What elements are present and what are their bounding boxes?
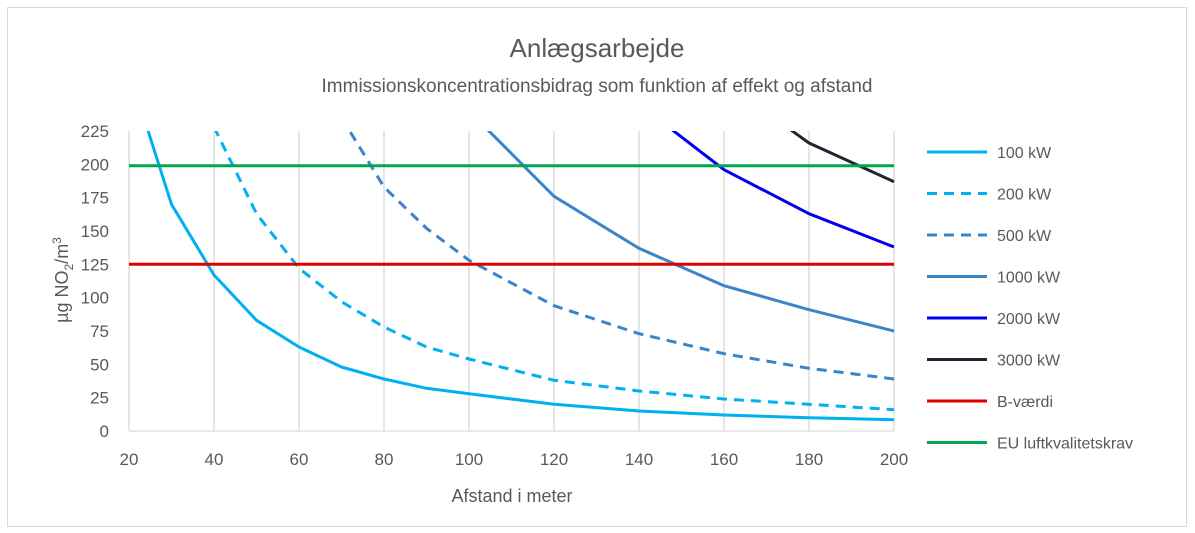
y-tick-label: 100 xyxy=(81,289,109,308)
legend-label: 200 kW xyxy=(997,187,1052,204)
y-tick-label: 175 xyxy=(81,189,109,208)
y-tick-label: 75 xyxy=(90,322,109,341)
x-tick-label: 200 xyxy=(880,450,908,469)
x-tick-label: 120 xyxy=(540,450,568,469)
plot-area xyxy=(129,131,895,422)
x-tick-label: 180 xyxy=(795,450,823,469)
legend: 100 kW 200 kW 500 kW 1000 kW 2000 kW 3000 kW B… xyxy=(927,145,1133,453)
y-tick-label: 25 xyxy=(90,389,109,408)
y-tick-label: 200 xyxy=(81,155,109,174)
legend-label: B-værdi xyxy=(997,394,1053,411)
x-tick-label: 20 xyxy=(120,450,139,469)
chart-subtitle: Immissionskoncentrationsbidrag som funkt… xyxy=(322,76,873,97)
series-line xyxy=(347,131,895,381)
series-line xyxy=(214,131,895,412)
chart-title: Anlægsarbejde xyxy=(510,33,685,63)
y-axis-title-superscript: 3 xyxy=(50,237,64,244)
y-axis-title-subscript: 2 xyxy=(62,263,76,270)
y-axis: 0 25 50 75 100 125 150 175 200 225 xyxy=(81,122,109,441)
legend-label: 1000 kW xyxy=(997,270,1061,287)
y-tick-label: 50 xyxy=(90,355,109,374)
y-axis-title: µg NO2/m3 xyxy=(50,237,76,323)
chart-area xyxy=(7,7,1187,527)
legend-label: 100 kW xyxy=(997,145,1052,162)
y-tick-label: 125 xyxy=(81,255,109,274)
y-tick-label: 150 xyxy=(81,222,109,241)
y-tick-label: 225 xyxy=(81,122,109,141)
gridlines xyxy=(128,131,895,432)
y-axis-title-part: µg NO xyxy=(52,270,72,322)
x-tick-label: 60 xyxy=(290,450,309,469)
x-tick-label: 40 xyxy=(205,450,224,469)
legend-label: EU luftkvalitetskrav xyxy=(997,436,1133,453)
x-tick-label: 160 xyxy=(710,450,738,469)
x-tick-label: 100 xyxy=(455,450,483,469)
x-tick-label: 140 xyxy=(625,450,653,469)
x-axis-title: Afstand i meter xyxy=(451,486,572,506)
series-line xyxy=(671,131,895,249)
series-line xyxy=(789,131,895,184)
series-line xyxy=(486,131,895,333)
legend-label: 3000 kW xyxy=(997,353,1061,370)
series-line xyxy=(146,131,895,422)
legend-label: 500 kW xyxy=(997,228,1052,245)
legend-label: 2000 kW xyxy=(997,311,1061,328)
x-axis: 20 40 60 80 100 120 140 160 180 200 xyxy=(120,450,909,469)
y-tick-label: 0 xyxy=(100,422,109,441)
x-tick-label: 80 xyxy=(375,450,394,469)
y-axis-title-part: /m xyxy=(52,244,72,264)
